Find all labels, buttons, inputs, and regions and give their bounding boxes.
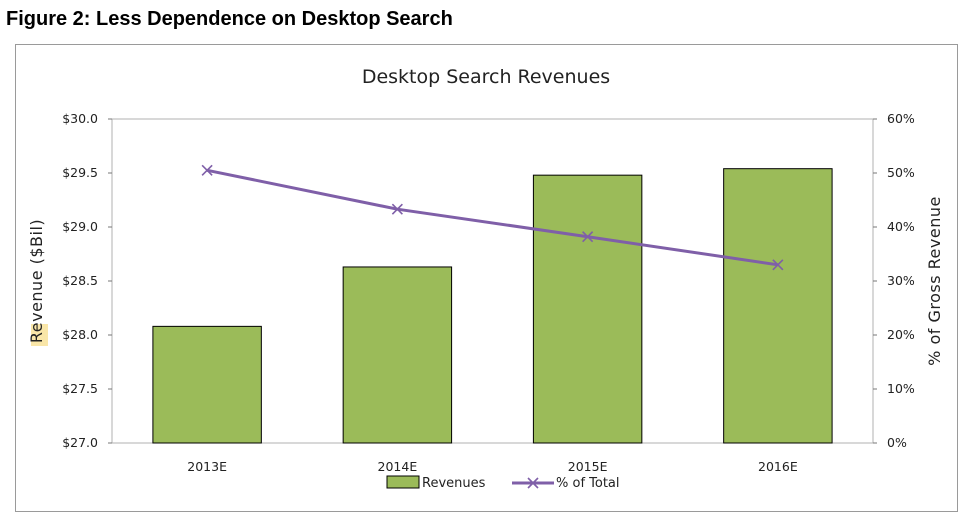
bar-2016e xyxy=(723,168,833,444)
y-axis-title: Revenue ($Bil) xyxy=(27,219,46,343)
y2-tick-label: 40% xyxy=(887,219,915,234)
y2-tick-label: 20% xyxy=(887,327,915,342)
y-tick-label: $27.0 xyxy=(62,435,98,450)
pct-marker-2016e xyxy=(772,259,784,271)
y2-tick-label: 0% xyxy=(887,435,907,450)
figure-title: Figure 2: Less Dependence on Desktop Sea… xyxy=(6,8,453,30)
legend-pct-label: % of Total xyxy=(556,476,620,491)
legend-revenues-swatch xyxy=(386,475,420,489)
y2-tick-label: 30% xyxy=(887,273,915,288)
pct-marker-2015e xyxy=(582,231,594,243)
pct-of-total-line xyxy=(206,168,779,267)
bar-2013e xyxy=(152,325,262,444)
ylabel-highlight xyxy=(31,324,48,346)
y-tick-label: $30.0 xyxy=(62,111,98,126)
y-tick-label: $27.5 xyxy=(62,381,98,396)
y-tick-label: $28.5 xyxy=(62,273,98,288)
chart-svg: Desktop Search Revenues $27.0 $27.5 $28.0 $… xyxy=(27,66,944,491)
legend-revenues-label: Revenues xyxy=(422,476,486,491)
x-tick-label: 2014E xyxy=(378,459,418,474)
x-tick-label: 2015E xyxy=(568,459,608,474)
chart-title: Desktop Search Revenues xyxy=(362,66,610,88)
legend-pct-marker xyxy=(527,477,539,489)
y-tick-label: $29.0 xyxy=(62,219,98,234)
y2-tick-label: 50% xyxy=(887,165,915,180)
y2-tick-label: 60% xyxy=(887,111,915,126)
bar-2014e xyxy=(342,266,453,444)
y2-axis-title: % of Gross Revenue xyxy=(925,196,944,366)
pct-marker-2013e xyxy=(201,164,213,176)
chart-frame: Desktop Search Revenues $27.0 $27.5 $28.0 $… xyxy=(15,44,958,512)
y-tick-label: $28.0 xyxy=(62,327,98,342)
pct-marker-2014e xyxy=(391,203,403,215)
bar-2015e xyxy=(532,174,643,444)
y-tick-label: $29.5 xyxy=(62,165,98,180)
y2-tick-label: 10% xyxy=(887,381,915,396)
x-tick-label: 2016E xyxy=(758,459,798,474)
x-tick-label: 2013E xyxy=(187,459,227,474)
